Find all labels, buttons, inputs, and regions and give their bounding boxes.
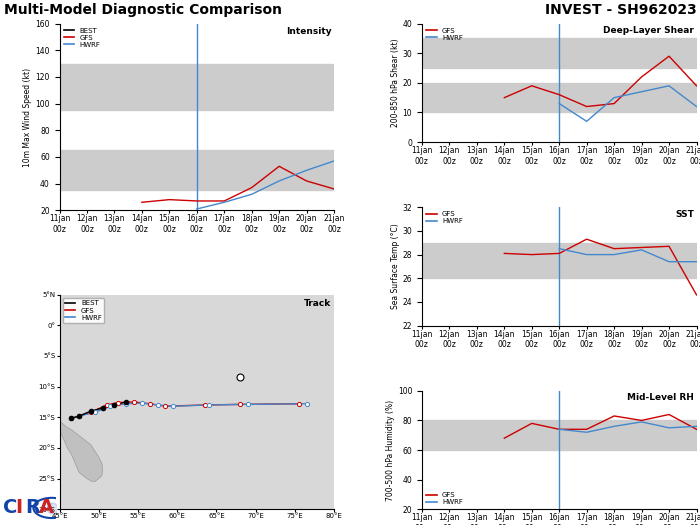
Polygon shape	[46, 395, 52, 398]
Bar	[422, 83, 696, 112]
Y-axis label: 10m Max Wind Speed (kt): 10m Max Wind Speed (kt)	[24, 67, 32, 166]
Text: Intensity: Intensity	[286, 27, 331, 36]
Bar	[422, 243, 696, 278]
Bar	[422, 421, 696, 450]
Text: R: R	[25, 498, 41, 518]
Text: Mid-Level RH: Mid-Level RH	[627, 393, 694, 402]
Legend: BEST, GFS, HWRF: BEST, GFS, HWRF	[63, 27, 102, 49]
Legend: GFS, HWRF: GFS, HWRF	[426, 491, 463, 506]
Y-axis label: 200-850 hPa Shear (kt): 200-850 hPa Shear (kt)	[391, 38, 400, 127]
Y-axis label: 700-500 hPa Humidity (%): 700-500 hPa Humidity (%)	[386, 400, 395, 501]
Text: A: A	[39, 498, 55, 518]
Text: SST: SST	[675, 209, 694, 218]
Legend: GFS, HWRF: GFS, HWRF	[426, 211, 463, 225]
Text: I: I	[15, 498, 22, 518]
Polygon shape	[48, 398, 103, 481]
Y-axis label: Sea Surface Temp (°C): Sea Surface Temp (°C)	[391, 224, 400, 309]
Text: Multi-Model Diagnostic Comparison: Multi-Model Diagnostic Comparison	[4, 3, 281, 17]
Legend: BEST, GFS, HWRF: BEST, GFS, HWRF	[63, 298, 104, 323]
Text: Deep-Layer Shear: Deep-Layer Shear	[603, 26, 694, 35]
Bar	[60, 150, 334, 190]
Text: INVEST - SH962023: INVEST - SH962023	[545, 3, 696, 17]
Bar	[422, 38, 696, 68]
Text: Track: Track	[304, 299, 331, 308]
Bar	[60, 64, 334, 110]
Legend: GFS, HWRF: GFS, HWRF	[426, 27, 463, 41]
Text: C: C	[4, 498, 18, 518]
